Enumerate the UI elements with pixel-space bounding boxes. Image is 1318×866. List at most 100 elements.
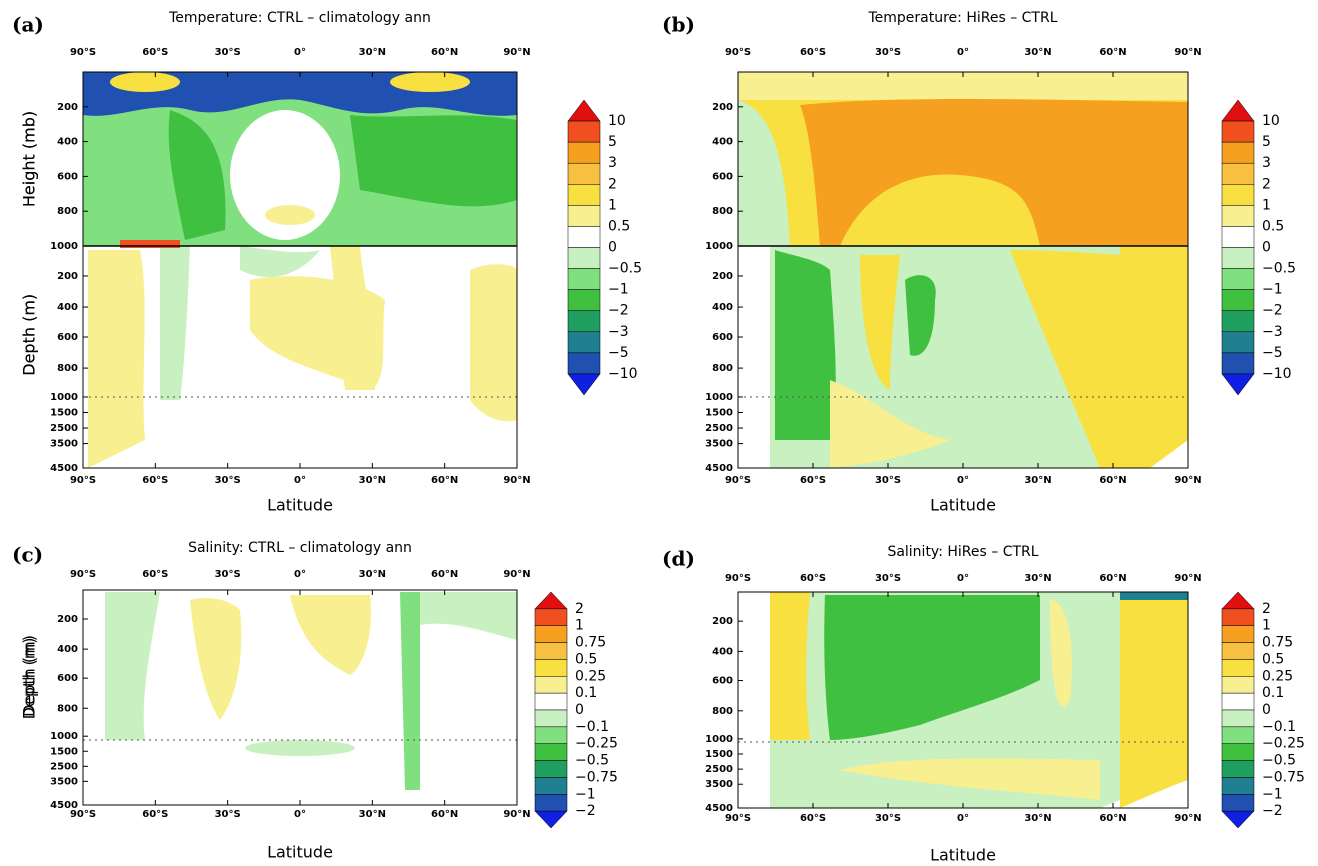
height-tick: 600 — [712, 171, 733, 182]
colorbar-label: 0.1 — [1262, 685, 1284, 701]
lower-axis-label: Depth (m) — [20, 294, 39, 376]
colorbar-segment — [567, 247, 601, 269]
colorbar-label: −1 — [1262, 786, 1283, 802]
colorbar-segment — [1221, 760, 1255, 778]
colorbar-segment — [534, 709, 568, 728]
lat-tick-top: 0° — [957, 47, 969, 58]
depth-tick: 400 — [57, 644, 78, 655]
colorbar-label: 0.75 — [575, 635, 606, 651]
colorbar-segment — [534, 659, 568, 677]
depth-tick: 1000 — [705, 392, 733, 403]
colorbar-label: −0.25 — [575, 736, 618, 752]
field-a — [83, 72, 517, 468]
colorbar-label: −0.5 — [608, 261, 642, 277]
colorbar-segment — [567, 352, 601, 375]
x-axis-label: Latitude — [930, 846, 996, 865]
depth-tick: 4500 — [50, 800, 78, 811]
colorbar-label: 5 — [608, 134, 617, 150]
colorbar-arrow — [1221, 99, 1255, 122]
colorbar-label: 1 — [1262, 618, 1271, 634]
colorbar-segment — [1221, 743, 1255, 761]
colorbar-label: −0.5 — [1262, 261, 1296, 277]
depth-tick: 4500 — [50, 463, 78, 474]
depth-tick: 3500 — [705, 779, 733, 790]
colorbar-segment — [534, 760, 568, 778]
colorbar-segment — [534, 726, 568, 744]
height-tick: 1000 — [50, 241, 78, 252]
height-tick: 800 — [57, 206, 78, 217]
colorbar-label: −1 — [608, 282, 629, 298]
colorbar-segment — [534, 777, 568, 795]
colorbar-segment — [1221, 205, 1255, 227]
lat-tick-top: 60°N — [1099, 573, 1126, 584]
colorbar-arrow — [567, 373, 601, 396]
depth-tick: 200 — [712, 271, 733, 282]
depth-tick: 1000 — [705, 734, 733, 745]
colorbar-segment — [1221, 141, 1255, 164]
depth-tick: 3500 — [50, 776, 78, 787]
colorbar-segment — [1221, 352, 1255, 375]
colorbar-label: −0.1 — [575, 719, 609, 735]
depth-tick: 400 — [57, 302, 78, 313]
colorbar-segment — [534, 794, 568, 812]
panel-label: (a) — [12, 13, 44, 37]
lat-tick-top: 60°S — [800, 573, 826, 584]
colorbar-label: 0 — [575, 702, 584, 718]
height-tick: 1000 — [705, 241, 733, 252]
colorbar-segment — [1221, 162, 1255, 185]
colorbar-label: −1 — [1262, 282, 1283, 298]
lat-tick-top: 90°N — [503, 569, 530, 580]
colorbar-label: 3 — [1262, 155, 1271, 171]
colorbar-label: −3 — [608, 324, 629, 340]
field-d — [738, 592, 1188, 808]
lat-tick-top: 30°N — [1024, 573, 1051, 584]
colorbar-segment — [567, 331, 601, 354]
colorbar-label: −0.25 — [1262, 736, 1305, 752]
lat-tick-bottom: 60°S — [800, 475, 826, 486]
colorbar-label: 2 — [575, 601, 584, 617]
lat-tick-bottom: 0° — [294, 809, 306, 820]
depth-tick: 400 — [712, 302, 733, 313]
lat-tick-top: 30°N — [359, 47, 386, 58]
lat-tick-bottom: 90°S — [70, 475, 96, 486]
colorbar-label: −0.5 — [1262, 753, 1296, 769]
depth-tick: 2500 — [50, 761, 78, 772]
colorbar-segment — [534, 692, 568, 711]
colorbar-segment — [1221, 676, 1255, 694]
lat-tick-bottom: 90°N — [503, 809, 530, 820]
lower-axis-label: Depth (m) — [20, 294, 39, 376]
lat-tick-top: 0° — [294, 569, 306, 580]
depth-tick: 1000 — [50, 392, 78, 403]
lat-tick-bottom: 90°N — [1174, 475, 1201, 486]
colorbar-segment — [567, 226, 601, 248]
colorbar-segment — [1221, 625, 1255, 643]
colorbar-label: 0.1 — [575, 685, 597, 701]
lat-tick-bottom: 90°N — [1174, 813, 1201, 824]
colorbar-label: 5 — [1262, 134, 1271, 150]
colorbar-arrow — [1221, 591, 1255, 610]
panel-title: Temperature: HiRes – CTRL — [867, 10, 1057, 26]
lat-tick-top: 30°S — [875, 573, 901, 584]
colorbar-segment — [567, 310, 601, 333]
depth-tick: 600 — [712, 676, 733, 687]
colorbar-label: −1 — [575, 786, 596, 802]
lat-tick-top: 30°S — [875, 47, 901, 58]
depth-tick: 200 — [57, 271, 78, 282]
depth-tick: 3500 — [705, 439, 733, 450]
lat-tick-bottom: 30°N — [1024, 813, 1051, 824]
colorbar-label: −0.75 — [575, 769, 618, 785]
colorbar-segment — [1221, 247, 1255, 269]
colorbar-label: 0.5 — [608, 218, 630, 234]
lat-tick-top: 90°N — [1174, 573, 1201, 584]
colorbar-label: −5 — [1262, 345, 1283, 361]
upper-axis-label: Height (mb) — [20, 111, 39, 207]
lat-tick-top: 90°S — [70, 569, 96, 580]
height-tick: 200 — [712, 102, 733, 113]
depth-tick: 600 — [57, 332, 78, 343]
colorbar-label: 0.75 — [1262, 635, 1293, 651]
lat-tick-bottom: 30°N — [1024, 475, 1051, 486]
colorbar-label: −2 — [1262, 303, 1283, 319]
colorbar-segment — [567, 289, 601, 311]
lat-tick-bottom: 0° — [957, 475, 969, 486]
